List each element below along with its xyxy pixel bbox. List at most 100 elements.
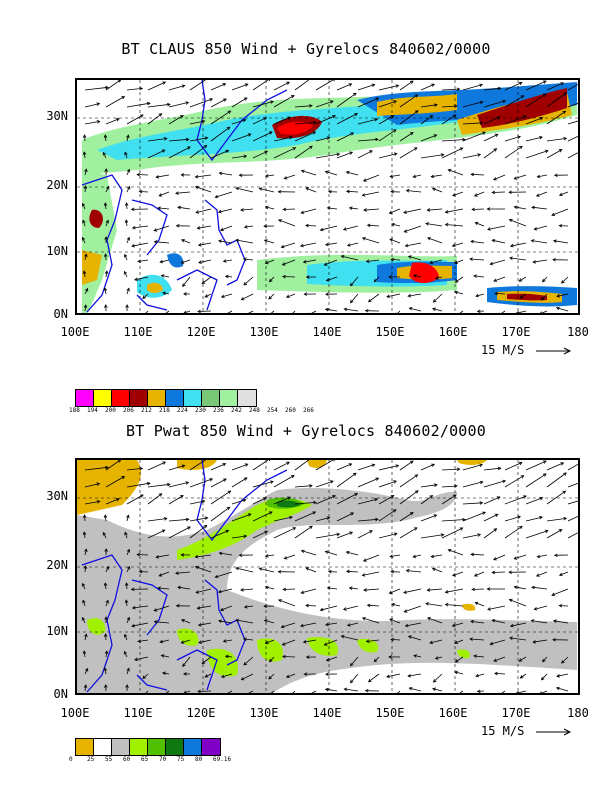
panel1-cloud-field <box>82 82 577 313</box>
wind-arrow <box>493 656 506 662</box>
wind-arrow <box>462 511 486 522</box>
wind-arrow <box>294 145 313 159</box>
wind-arrowhead <box>117 460 122 463</box>
wind-arrowhead <box>343 307 348 312</box>
wind-arrowhead <box>264 205 269 210</box>
wind-arrow <box>105 271 108 278</box>
wind-arrow <box>403 588 422 594</box>
wind-arrow <box>162 292 170 295</box>
wind-arrow <box>462 534 481 539</box>
wind-arrowhead <box>194 174 199 179</box>
wind-arrow <box>139 571 149 573</box>
wind-arrow <box>483 134 498 142</box>
wind-arrow <box>282 639 296 646</box>
wind-arrowhead <box>227 490 232 494</box>
wind-arrowhead <box>508 598 513 603</box>
wind-arrow <box>83 271 86 278</box>
wind-arrow <box>294 485 313 488</box>
panel2-colorbar-label: 60 <box>123 756 131 763</box>
wind-arrow <box>420 495 433 505</box>
wind-arrowhead <box>519 145 523 150</box>
wind-arrow <box>386 673 401 678</box>
panel2-colorbar-swatch <box>202 739 220 755</box>
wind-arrowhead <box>427 617 431 621</box>
wind-arrowhead <box>551 212 556 216</box>
wind-arrowhead <box>444 222 449 227</box>
wind-arrow <box>390 174 401 177</box>
panel1-colorbar-swatch <box>94 390 112 406</box>
wind-arrowhead <box>367 298 372 303</box>
wind-arrowhead <box>223 478 227 482</box>
wind-arrow <box>525 460 547 471</box>
wind-arrowhead <box>82 151 87 156</box>
wind-arrow <box>514 206 527 210</box>
wind-arrow <box>378 100 397 108</box>
wind-arrowhead <box>209 98 214 102</box>
wind-arrowhead <box>218 239 222 243</box>
wind-arrowhead <box>204 674 209 678</box>
wind-arrowhead <box>328 569 332 574</box>
wind-arrow <box>399 147 418 159</box>
wind-arrow <box>189 137 208 142</box>
wind-arrow <box>244 225 254 228</box>
wind-arrowhead <box>181 464 186 468</box>
wind-arrow <box>325 308 338 312</box>
wind-arrow <box>147 483 170 488</box>
wind-arrow <box>142 673 149 679</box>
wind-arrowhead <box>196 606 201 610</box>
wind-arrowhead <box>115 118 120 122</box>
wind-arrowhead <box>563 516 568 521</box>
wind-arrowhead <box>292 147 297 151</box>
wind-arrow <box>556 293 569 297</box>
wind-arrow <box>189 98 213 108</box>
wind-arrowhead <box>530 619 535 623</box>
wind-arrowhead <box>162 291 166 296</box>
wind-arrow <box>469 638 485 641</box>
wind-arrowhead <box>305 275 310 279</box>
wind-arrow <box>324 259 338 266</box>
wind-arrowhead <box>452 193 456 197</box>
wind-arrow <box>154 241 170 244</box>
panel1-colorbar-label: 212 <box>141 407 152 414</box>
wind-arrowhead <box>181 84 186 88</box>
wind-arrow <box>104 203 107 210</box>
wind-arrow <box>138 259 149 262</box>
wind-arrow <box>177 206 191 210</box>
wind-arrowhead <box>160 274 165 278</box>
wind-arrowhead <box>491 619 496 623</box>
wind-arrow <box>198 242 212 246</box>
wind-arrowhead <box>354 493 359 497</box>
wind-arrow <box>336 132 354 142</box>
wind-arrowhead <box>517 135 521 139</box>
wind-arrowhead <box>96 500 101 504</box>
wind-arrow <box>462 101 483 108</box>
wind-arrowhead <box>201 499 206 504</box>
wind-arrowhead <box>552 257 556 262</box>
wind-arrow <box>413 554 422 558</box>
wind-arrowhead <box>286 461 290 466</box>
wind-arrowhead <box>198 260 202 264</box>
wind-arrow <box>220 225 233 231</box>
wind-arrow <box>433 673 443 683</box>
wind-arrowhead <box>486 207 491 211</box>
panel1-xtick-180: 180 <box>567 325 589 339</box>
wind-arrowhead <box>536 554 541 559</box>
wind-arrowhead <box>204 516 209 520</box>
wind-arrow <box>420 484 438 488</box>
wind-arrowhead <box>386 294 390 298</box>
wind-arrowhead <box>352 472 357 477</box>
wind-arrow <box>105 566 109 573</box>
wind-arrow <box>490 639 506 645</box>
wind-arrow <box>362 617 380 624</box>
wind-arrow <box>259 568 275 573</box>
wind-arrow <box>399 460 414 471</box>
wind-arrow <box>432 188 443 193</box>
wind-arrowhead <box>137 259 142 263</box>
wind-arrowhead <box>81 582 86 587</box>
wind-arrow <box>378 533 397 539</box>
wind-arrowhead <box>220 294 225 298</box>
wind-arrowhead <box>197 689 201 693</box>
wind-arrowhead <box>103 253 108 257</box>
panel2-colorbar-label: 0 <box>69 756 73 763</box>
wind-arrow <box>504 145 523 159</box>
